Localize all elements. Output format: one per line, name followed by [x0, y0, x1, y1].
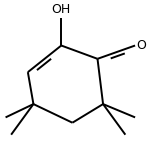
Text: O: O — [136, 39, 146, 52]
Text: OH: OH — [52, 3, 71, 16]
